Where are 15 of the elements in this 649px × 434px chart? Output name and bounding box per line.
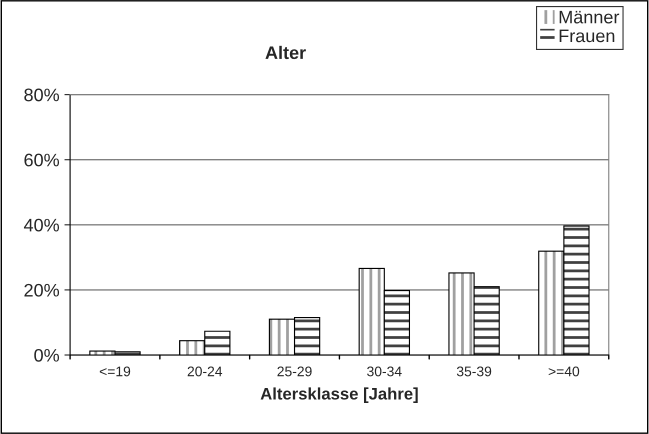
- y-tick-label: 80%: [24, 88, 60, 102]
- x-axis-title: Altersklasse [Jahre]: [260, 387, 418, 403]
- legend-label: Männer: [560, 10, 620, 24]
- x-tick-label: 30-34: [367, 366, 402, 376]
- x-tick-label: 20-24: [188, 366, 222, 376]
- x-tick-label: <=19: [100, 366, 130, 376]
- chart-title: Alter: [265, 46, 306, 60]
- y-tick-label: 0%: [34, 348, 60, 362]
- x-tick-label: 35-39: [456, 366, 492, 376]
- x-tick-label: 25-29: [277, 366, 312, 376]
- y-tick-label: 60%: [24, 154, 60, 166]
- legend-label: Frauen: [560, 30, 614, 42]
- y-tick-label: 40%: [24, 218, 60, 232]
- x-tick-label: >=40: [548, 366, 580, 376]
- y-tick-label: 20%: [24, 284, 60, 297]
